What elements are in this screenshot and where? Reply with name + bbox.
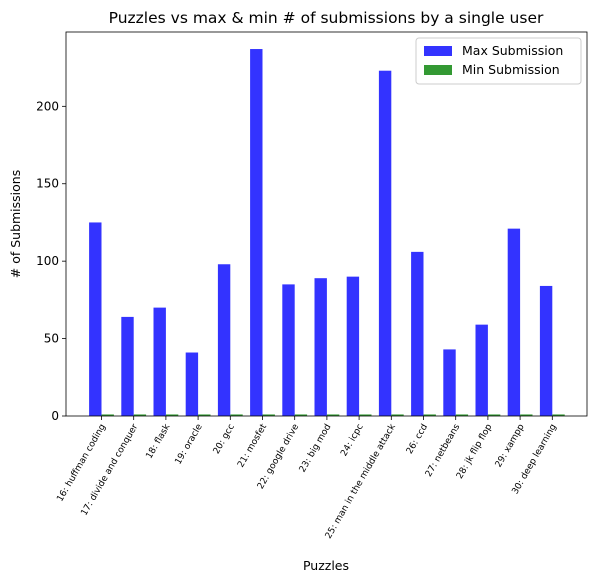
bar-max-submission: [282, 284, 295, 416]
bar-min-submission: [552, 414, 565, 416]
bar-max-submission: [89, 222, 102, 416]
bar-min-submission: [359, 414, 372, 416]
bar-max-submission: [411, 251, 424, 416]
x-tick-label: 24: icpc: [339, 422, 365, 458]
bar-min-submission: [455, 414, 469, 416]
bar-min-submission: [391, 414, 404, 416]
bar-max-submission: [507, 228, 521, 416]
bar-max-submission: [475, 324, 488, 416]
x-tick-label: 17: divide and conquer: [80, 422, 141, 517]
y-tick-label: 50: [44, 332, 59, 346]
bar-min-submission: [520, 414, 533, 416]
bar-min-submission: [230, 414, 243, 416]
bar-max-submission: [185, 352, 199, 416]
bar-min-submission: [487, 414, 501, 416]
x-tick-label: 27: netbeans: [424, 422, 462, 479]
chart-title: Puzzles vs max & min # of submissions by…: [109, 9, 544, 27]
x-tick-label: 28: jk flip flop: [455, 422, 495, 481]
x-axis-label: Puzzles: [303, 558, 349, 573]
legend: Max Submission Min Submission: [415, 37, 582, 85]
x-tick-label: 21: mosfet: [236, 422, 269, 469]
bar-min-submission: [423, 414, 436, 416]
x-tick-label: 29: xampp: [494, 422, 527, 469]
legend-swatch: [424, 46, 452, 56]
bar-max-submission: [153, 307, 166, 416]
legend-box: [415, 37, 582, 85]
y-axis-label: # of Submissions: [8, 170, 23, 279]
x-tick-label: 25: man in the middle attack: [324, 422, 398, 541]
bar-min-submission: [165, 414, 179, 416]
legend-label: Min Submission: [462, 62, 560, 77]
y-tick-label: 0: [51, 409, 59, 423]
bar-min-submission: [101, 414, 114, 416]
x-tick-label: 26: ccd: [405, 423, 430, 457]
bar-max-submission: [539, 285, 553, 416]
bar-max-submission: [314, 278, 327, 416]
legend-swatch: [424, 65, 452, 75]
x-tick-label: 20: gcc: [212, 422, 237, 456]
bar-max-submission: [346, 276, 360, 416]
bar-min-submission: [262, 414, 275, 416]
bar-min-submission: [133, 414, 147, 416]
bar-min-submission: [326, 414, 340, 416]
plot-area: [65, 31, 588, 417]
bar-max-submission: [250, 49, 263, 416]
bar-max-submission: [443, 349, 456, 416]
bar-max-submission: [378, 70, 392, 416]
x-tick-label: 23: big mod: [298, 423, 334, 475]
bar-max-submission: [217, 264, 231, 416]
bar-max-submission: [121, 316, 134, 416]
bar-min-submission: [198, 414, 211, 416]
y-tick-label: 100: [36, 254, 59, 268]
x-tick-label: 18: flask: [145, 422, 173, 461]
y-axis: 0 50 100 150 200: [36, 99, 66, 423]
legend-label: Max Submission: [462, 43, 563, 58]
x-tick-label: 19: oracle: [174, 422, 205, 466]
y-tick-label: 150: [36, 177, 59, 191]
y-tick-label: 200: [36, 99, 59, 113]
bar-min-submission: [294, 414, 308, 416]
